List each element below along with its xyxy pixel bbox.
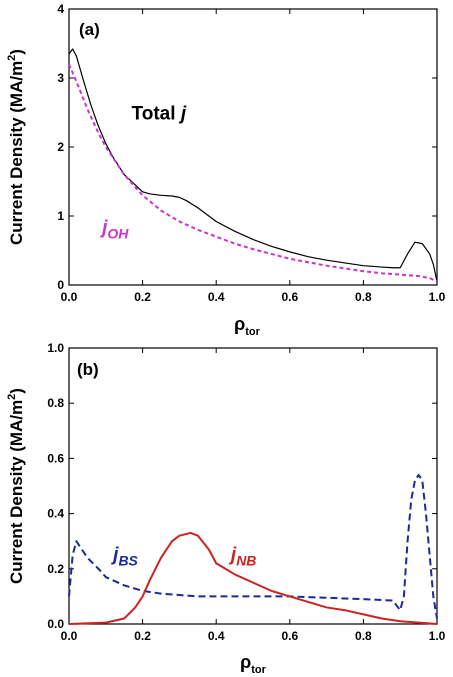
panel-a-label: (a) <box>79 20 100 39</box>
panel-a-xlabel-main: ρ <box>234 314 245 334</box>
annotation-j-nb-italic: j <box>228 545 237 566</box>
panel-a-ytick-label: 2 <box>57 140 64 154</box>
panel-a-xlabel-sub: tor <box>245 326 260 338</box>
panel-b-ylabel-main: Current Density (MA/m <box>7 400 26 584</box>
panel-b-xtick-label: 0.8 <box>355 629 372 643</box>
panel-a-ylabel-close: ) <box>7 49 26 55</box>
annotation-j-oh-italic: j <box>99 217 108 238</box>
panel-b-xlabel: ρtor <box>240 652 267 676</box>
panel-a-xtick-label: 0.0 <box>61 290 78 304</box>
panel-b-series-line-0 <box>68 473 438 619</box>
panel-a-ylabel-main: Current Density (MA/m <box>7 61 26 245</box>
panel-b-series-line-1 <box>68 531 438 625</box>
panel-a-xtick-label: 0.2 <box>134 290 151 304</box>
panel-a-xtick-label: 0.8 <box>355 290 372 304</box>
panel-a-xtick-label: 0.6 <box>281 290 298 304</box>
panel-a-series-line-1 <box>68 63 438 283</box>
annotation-total-j-text: Total <box>132 103 181 124</box>
panel-a-xtick-label: 1.0 <box>429 290 446 304</box>
panel-b-xtick-label: 1.0 <box>429 629 446 643</box>
panel-a-ytick-label: 0 <box>57 278 64 292</box>
annotation-j-bs-italic: j <box>110 545 119 566</box>
annotation-j-oh: jOH <box>99 217 129 241</box>
panel-a-ylabel-sup: 2 <box>6 55 18 61</box>
panel-b-xtick-label: 0.4 <box>208 629 225 643</box>
panel-a-ytick-label: 4 <box>57 2 64 16</box>
panel-a-frame <box>68 8 438 286</box>
panel-a-ytick-label: 1 <box>57 209 64 223</box>
panel-b-ytick-label: 0.6 <box>47 451 64 465</box>
annotation-j-bs-sub: BS <box>118 553 138 569</box>
panel-b-xlabel-sub: tor <box>251 664 266 676</box>
panel-a-xlabel: ρtor <box>234 314 261 338</box>
panel-b-xtick-label: 0.2 <box>134 629 151 643</box>
annotation-j-nb: jNB <box>228 545 257 569</box>
panel-b-ylabel: Current Density (MA/m2) <box>6 388 26 584</box>
panel-b-label: (b) <box>77 360 99 379</box>
panel-b: 0.0 0.2 0.4 0.6 0.8 1.0 0.0 0.2 0.4 0.6 0.8 1.0 (b)… <box>6 341 446 676</box>
panel-a-series-line-0 <box>68 48 438 282</box>
annotation-total-j-italic: j <box>178 103 187 124</box>
panel-b-xtick-label: 0.0 <box>61 629 78 643</box>
panel-b-ytick-label: 0.4 <box>47 507 64 521</box>
annotation-total-j: Total j <box>132 103 187 124</box>
panel-a-ytick-label: 3 <box>57 71 64 85</box>
panel-b-ytick-label: 0.0 <box>47 617 64 631</box>
panel-b-xlabel-main: ρ <box>240 652 251 672</box>
panel-b-ytick-label: 1.0 <box>47 341 64 355</box>
panel-b-ylabel-close: ) <box>7 388 26 394</box>
panel-b-ytick-label: 0.2 <box>47 562 64 576</box>
panel-b-ytick-label: 0.8 <box>47 396 64 410</box>
annotation-j-nb-sub: NB <box>236 553 256 569</box>
annotation-j-bs: jBS <box>110 545 138 569</box>
annotation-j-oh-sub: OH <box>107 225 129 241</box>
panel-b-frame <box>68 347 438 625</box>
panel-a-xtick-label: 0.4 <box>208 290 225 304</box>
panel-b-xtick-label: 0.6 <box>281 629 298 643</box>
panel-a-ylabel: Current Density (MA/m2) <box>6 49 26 245</box>
panel-b-ylabel-sup: 2 <box>6 394 18 400</box>
